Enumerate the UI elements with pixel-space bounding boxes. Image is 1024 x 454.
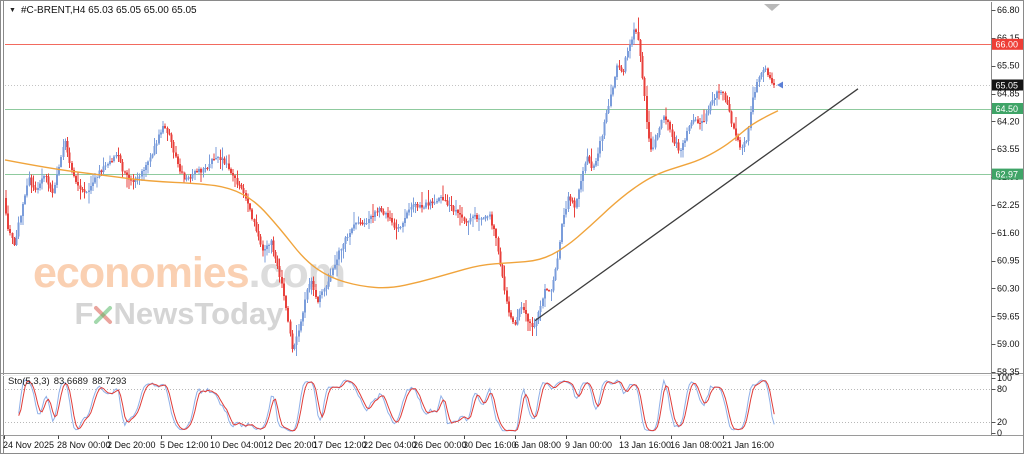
symbol-dropdown-arrow-icon[interactable]: ▼ [9,7,16,14]
svg-text:63.55: 63.55 [997,144,1020,154]
svg-text:59.65: 59.65 [997,311,1020,321]
svg-text:22 Dec 04:00: 22 Dec 04:00 [363,440,417,450]
time-axis[interactable]: 24 Nov 2025 28 Nov 00:002 Dec 20:00 5 Dec … [3,435,774,451]
symbol-label: ▼ #C-BRENT,H4 65.03 65.05 65.00 65.05 [9,5,197,16]
svg-text:64.20: 64.20 [997,116,1020,126]
svg-text:13 Jan 16:00: 13 Jan 16:00 [619,440,671,450]
moving-average [4,110,779,289]
svg-text:61.60: 61.60 [997,228,1020,238]
price-axis[interactable]: 66.8066.1565.5064.8564.2063.5562.9062.25… [991,5,1024,377]
svg-text:62.25: 62.25 [997,200,1020,210]
stochastic-signal-line [18,380,775,432]
svg-text:5 Dec 12:00: 5 Dec 12:00 [160,440,209,450]
stochastic-main-line [18,378,775,432]
svg-text:2 Dec 20:00: 2 Dec 20:00 [107,440,156,450]
svg-text:58.35: 58.35 [997,367,1020,377]
trend-line[interactable] [534,88,859,322]
moving-average-line [4,110,779,289]
stochastic-value-d: 88.7293 [92,376,127,387]
price-badge-66.00 [992,38,1023,50]
last-price-arrow-icon [777,81,783,89]
svg-text:100: 100 [997,373,1012,383]
svg-text:59.00: 59.00 [997,339,1020,349]
svg-text:24 Nov 2025: 24 Nov 2025 [3,440,54,450]
stochastic-label: Sto(5,3,3) 83.6689 88.7293 [8,376,130,387]
price-badge-65.05 [992,79,1023,91]
svg-text:6 Jan 08:00: 6 Jan 08:00 [514,440,561,450]
trend-line-segment[interactable] [534,88,859,322]
symbol-ohlc-text: #C-BRENT,H4 65.03 65.05 65.00 65.05 [20,5,197,16]
candles [5,17,776,357]
svg-text:0: 0 [997,428,1002,438]
svg-text:9 Jan 00:00: 9 Jan 00:00 [565,440,612,450]
stochastic-value-k: 83.6689 [53,376,89,387]
svg-text:26 Dec 00:00: 26 Dec 00:00 [413,440,467,450]
svg-text:65.50: 65.50 [997,61,1020,71]
svg-text:60.95: 60.95 [997,256,1020,266]
price-badge-64.50 [992,103,1023,114]
svg-text:65.05: 65.05 [996,80,1019,90]
svg-text:21 Jan 16:00: 21 Jan 16:00 [722,440,774,450]
svg-text:17 Dec 12:00: 17 Dec 12:00 [313,440,367,450]
svg-text:80: 80 [997,384,1007,394]
svg-text:62.97: 62.97 [996,169,1019,179]
svg-text:12 Dec 20:00: 12 Dec 20:00 [263,440,317,450]
svg-text:10 Dec 04:00: 10 Dec 04:00 [210,440,264,450]
svg-text:30 Dec 16:00: 30 Dec 16:00 [463,440,517,450]
svg-text:16 Jan 08:00: 16 Jan 08:00 [670,440,722,450]
svg-text:60.30: 60.30 [997,283,1020,293]
stochastic-name: Sto(5,3,3) [8,376,50,387]
svg-text:66.80: 66.80 [997,5,1020,15]
svg-text:28 Nov 00:00: 28 Nov 00:00 [57,440,111,450]
svg-text:20: 20 [997,417,1007,427]
svg-text:66.00: 66.00 [996,40,1019,50]
chart-shift-marker-icon[interactable] [764,4,780,11]
svg-text:64.50: 64.50 [996,104,1019,114]
svg-text:64.85: 64.85 [997,89,1020,99]
price-levels [5,43,991,176]
price-badge-62.97 [992,168,1023,180]
svg-text:66.15: 66.15 [997,33,1020,43]
